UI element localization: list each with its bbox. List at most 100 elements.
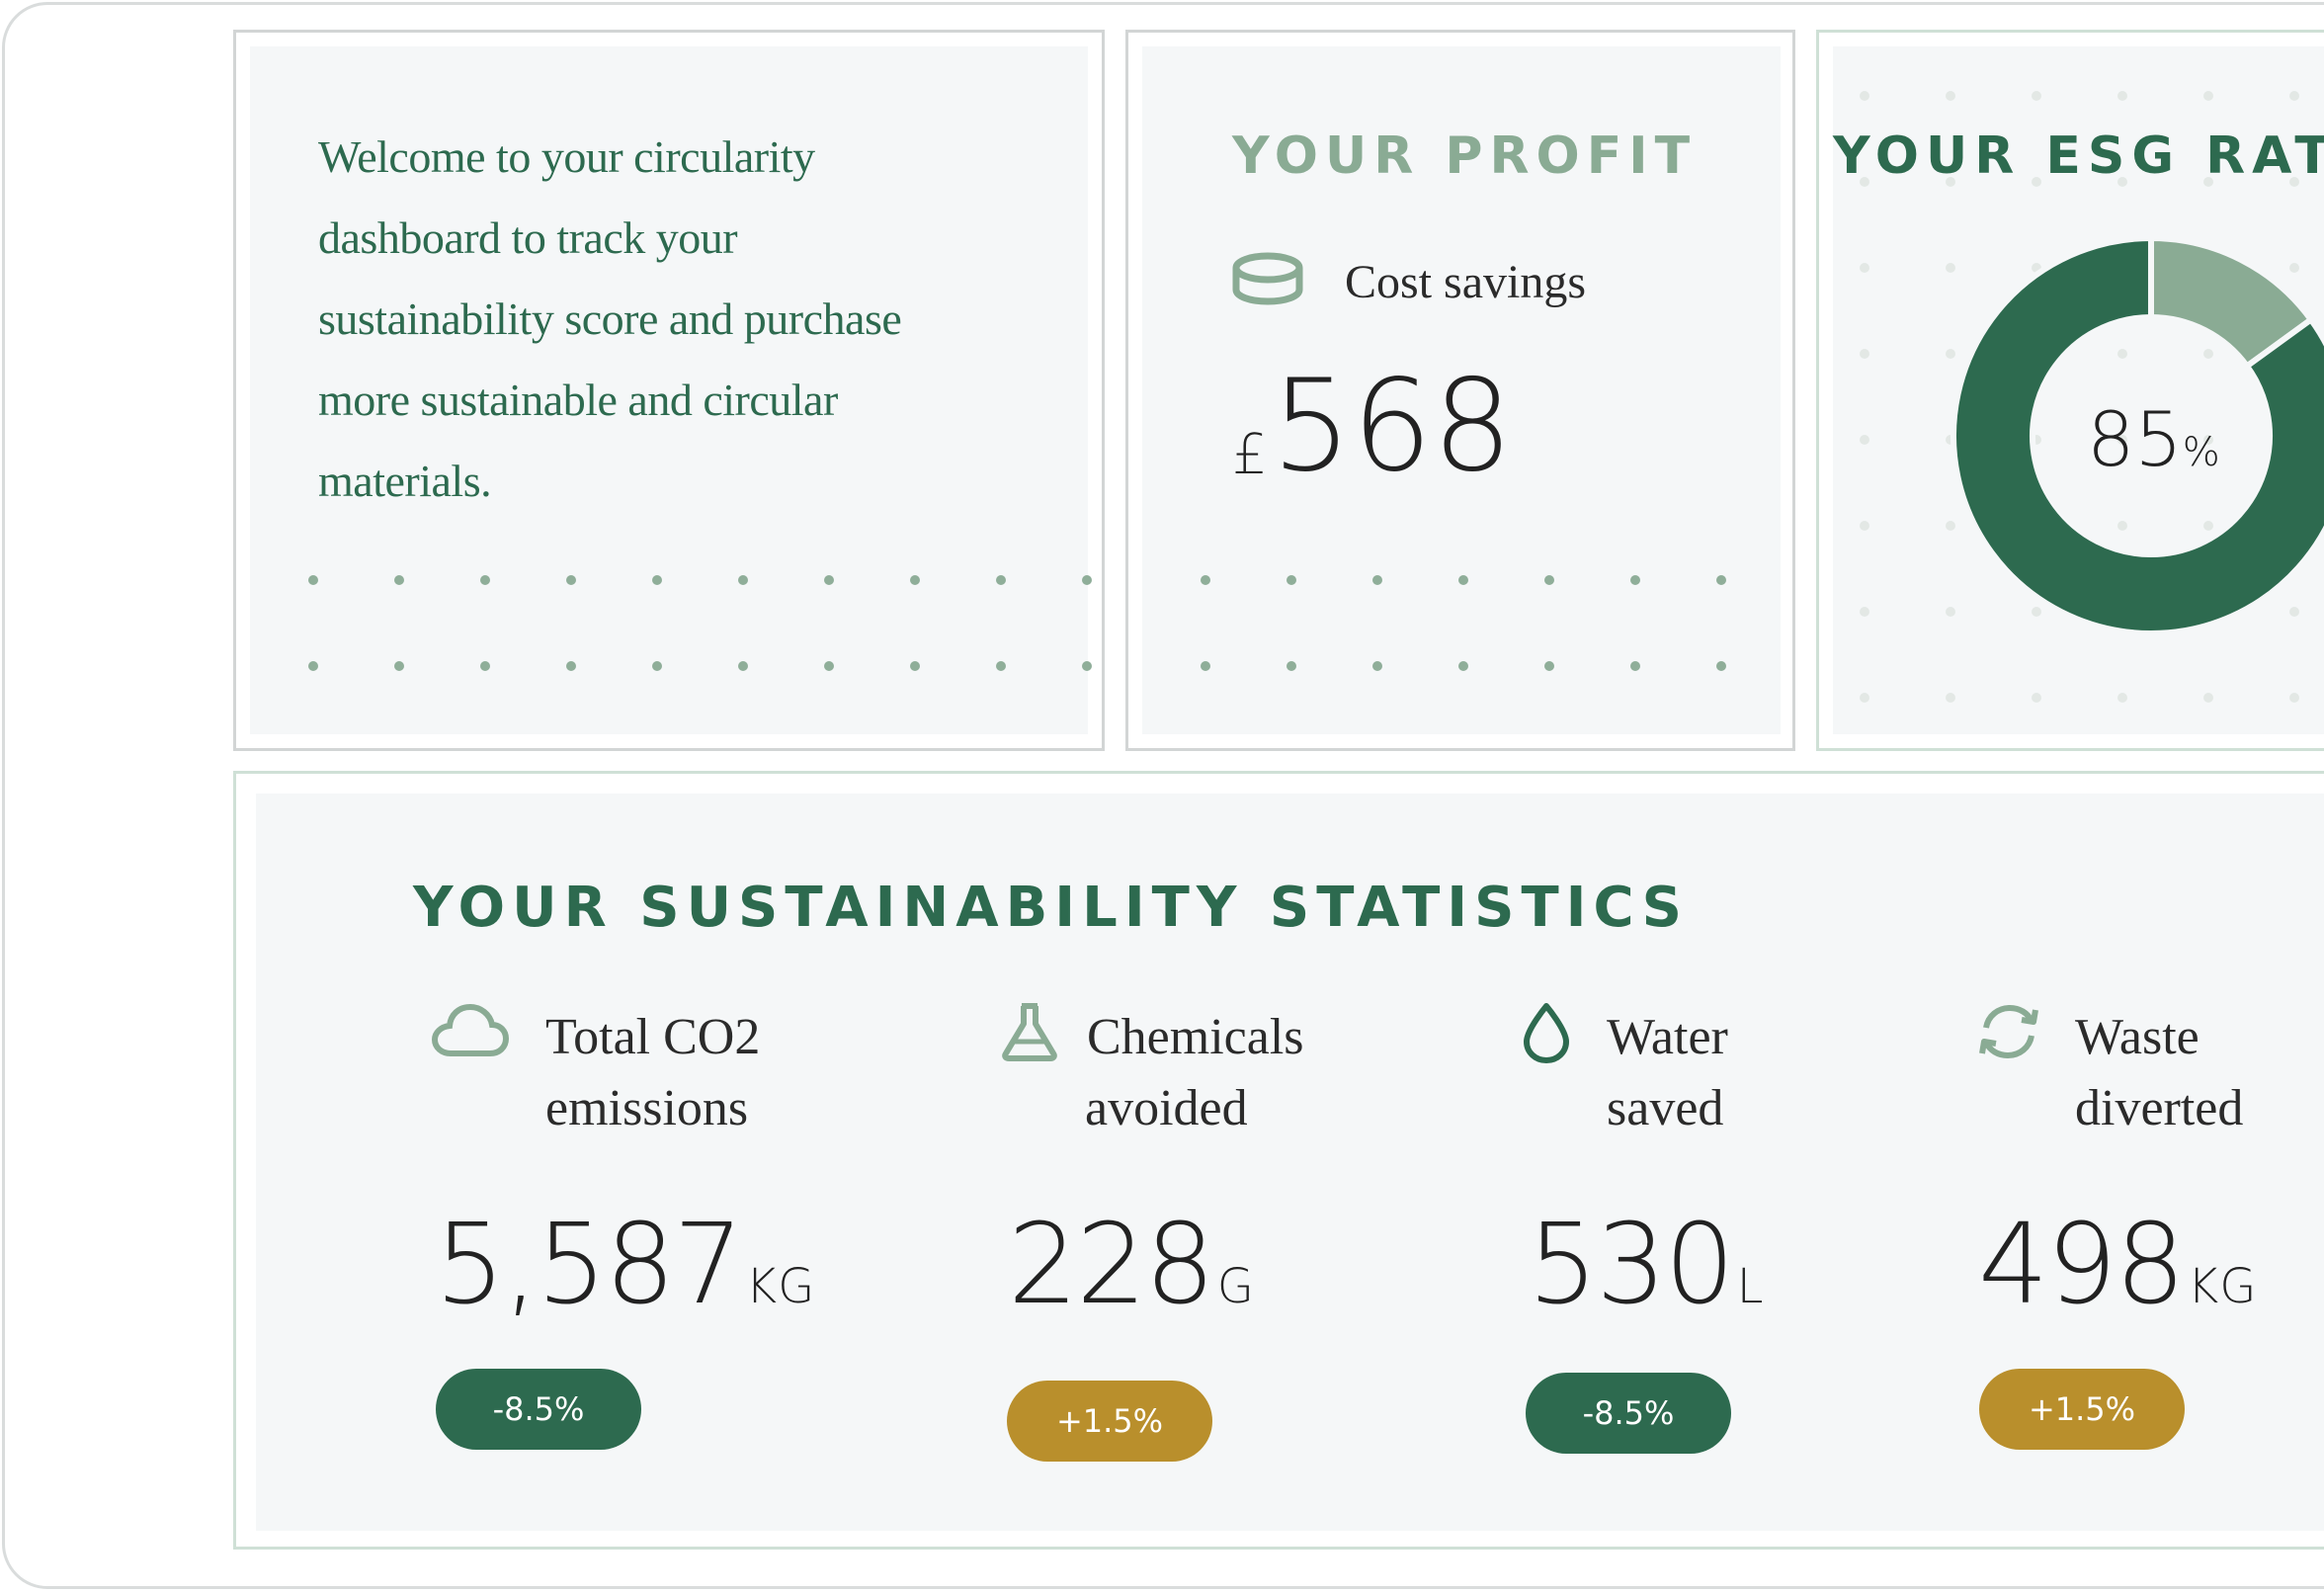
stats-title: YOUR SUSTAINABILITY STATISTICS <box>413 876 1689 940</box>
stat-value: 5,587KG <box>435 1210 815 1320</box>
grid-dot <box>1860 435 1869 445</box>
grid-dot <box>652 661 662 671</box>
welcome-line: materials. <box>318 456 492 506</box>
welcome-message: Welcome to your circularity dashboard to… <box>318 117 951 522</box>
stat-unit: L <box>1736 1259 1765 1314</box>
cost-savings-label: Cost savings <box>1345 256 1587 308</box>
grid-dot <box>1458 575 1468 585</box>
grid-dot <box>1372 575 1382 585</box>
grid-dot <box>1544 575 1554 585</box>
grid-dot <box>2117 693 2127 703</box>
grid-dot <box>308 661 318 671</box>
grid-dot <box>2203 521 2213 531</box>
currency-symbol: £ <box>1232 423 1268 487</box>
grid-dot <box>2032 263 2041 273</box>
stat-value: 228G <box>1008 1210 1255 1320</box>
grid-dot <box>2203 177 2213 187</box>
grid-dot <box>308 575 318 585</box>
grid-dot <box>566 661 576 671</box>
esg-unit: % <box>2182 430 2220 475</box>
stat-number: 5,587 <box>435 1201 744 1329</box>
cloud-icon <box>431 1002 510 1061</box>
esg-percentage: 85% <box>2087 395 2220 483</box>
grid-dot <box>2203 91 2213 101</box>
grid-dot <box>2203 693 2213 703</box>
grid-dot <box>996 575 1006 585</box>
stat-unit: KG <box>745 1259 816 1314</box>
grid-dot <box>2289 693 2299 703</box>
stat-change-badge: +1.5% <box>1007 1381 1212 1462</box>
profit-value: 568 <box>1271 353 1513 500</box>
grid-dot <box>910 661 920 671</box>
grid-dot <box>2032 177 2041 187</box>
grid-dot <box>1716 661 1726 671</box>
grid-dot <box>2289 91 2299 101</box>
esg-card <box>1816 30 2324 751</box>
stat-number: 228 <box>1008 1201 1215 1329</box>
grid-dot <box>824 661 834 671</box>
grid-dot <box>480 661 490 671</box>
stat-label: diverted <box>2075 1080 2244 1136</box>
grid-dot <box>1082 661 1092 671</box>
grid-dot <box>2289 607 2299 617</box>
stat-label: Total CO2 <box>545 1009 761 1065</box>
esg-title: YOUR ESG RATIN <box>1833 126 2324 186</box>
flask-icon <box>1000 1002 1079 1061</box>
welcome-card <box>233 30 1105 751</box>
grid-dot <box>394 575 404 585</box>
grid-dot <box>2117 435 2127 445</box>
stat-unit: KG <box>2187 1259 2258 1314</box>
grid-dot <box>566 575 576 585</box>
stat-label: Water <box>1607 1009 1728 1065</box>
grid-dot <box>1946 91 1955 101</box>
recycle-icon <box>1976 1002 2055 1061</box>
grid-dot <box>1946 263 1955 273</box>
grid-dot <box>1630 661 1640 671</box>
profit-title: YOUR PROFIT <box>1232 126 1698 186</box>
grid-dot <box>996 661 1006 671</box>
profit-card <box>1125 30 1795 751</box>
grid-dot <box>1458 661 1468 671</box>
grid-dot <box>2117 349 2127 359</box>
stat-label: avoided <box>1085 1080 1248 1136</box>
water-drop-icon <box>1522 1002 1601 1063</box>
grid-dot <box>2203 435 2213 445</box>
grid-dot <box>1082 575 1092 585</box>
grid-dot <box>1946 607 1955 617</box>
welcome-line: Welcome to your circularity <box>318 131 815 182</box>
grid-dot <box>738 661 748 671</box>
coins-icon <box>1230 252 1305 312</box>
grid-dot <box>2032 435 2041 445</box>
stat-value: 498KG <box>1978 1210 2257 1320</box>
grid-dot <box>2203 349 2213 359</box>
esg-value: 85 <box>2087 395 2183 483</box>
stat-change-badge: -8.5% <box>436 1369 641 1450</box>
esg-score-segment <box>1950 234 2324 636</box>
grid-dot <box>394 661 404 671</box>
grid-dot <box>1860 349 1869 359</box>
grid-dot <box>1716 575 1726 585</box>
grid-dot <box>1630 575 1640 585</box>
stat-change-badge: +1.5% <box>1979 1369 2185 1450</box>
grid-dot <box>480 575 490 585</box>
grid-dot <box>2289 263 2299 273</box>
grid-dot <box>824 575 834 585</box>
grid-dot <box>1860 177 1869 187</box>
grid-dot <box>1201 575 1210 585</box>
stat-number: 530 <box>1528 1201 1735 1329</box>
grid-dot <box>2032 91 2041 101</box>
grid-dot <box>1286 661 1296 671</box>
grid-dot <box>1860 521 1869 531</box>
grid-dot <box>2117 521 2127 531</box>
welcome-line: sustainability score and purchase <box>318 294 902 344</box>
grid-dot <box>910 575 920 585</box>
esg-donut-chart <box>1950 234 2324 636</box>
grid-dot <box>1860 263 1869 273</box>
grid-dot <box>1946 349 1955 359</box>
welcome-line: dashboard to track your <box>318 212 738 263</box>
stat-label: emissions <box>545 1080 749 1136</box>
stat-number: 498 <box>1978 1201 2186 1329</box>
grid-dot <box>1544 661 1554 671</box>
grid-dot <box>2117 177 2127 187</box>
grid-dot <box>1860 693 1869 703</box>
